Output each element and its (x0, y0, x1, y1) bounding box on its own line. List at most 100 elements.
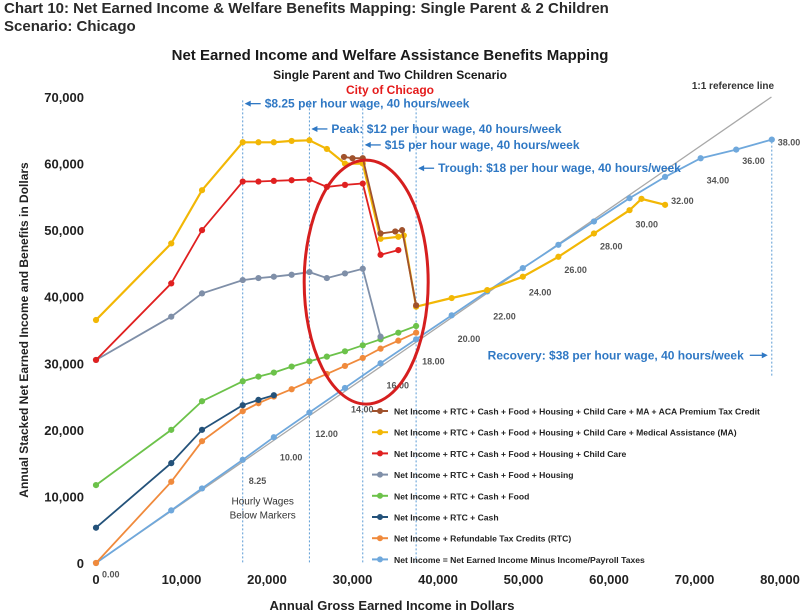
series-line (95, 331, 417, 564)
data-point (323, 353, 330, 360)
data-point (288, 137, 295, 145)
data-point (413, 302, 420, 309)
legend-entry: Net Income + RTC + Cash (394, 513, 499, 523)
data-point (198, 438, 206, 445)
data-point (306, 358, 313, 365)
wage-marker-label: 18.00 (422, 357, 445, 367)
data-point (398, 227, 406, 234)
data-point (555, 253, 562, 260)
legend-swatch-dot (377, 429, 383, 436)
chart-city-label: City of Chicago (346, 83, 434, 97)
data-point (341, 270, 349, 277)
x-tick-label: 30,000 (333, 572, 373, 587)
data-point (733, 146, 740, 153)
legend-entry: Net Income + RTC + Cash + Food + Housing (394, 470, 574, 480)
data-point (661, 201, 669, 208)
data-point (377, 360, 384, 367)
data-point (413, 329, 420, 336)
data-point (255, 396, 262, 403)
data-point (359, 342, 366, 349)
data-point (626, 195, 633, 202)
legend-swatch-dot (377, 471, 383, 478)
series-line (95, 394, 275, 529)
data-point (590, 218, 598, 225)
data-point (484, 286, 491, 294)
reference-line-label: 1:1 reference line (692, 81, 775, 92)
data-point (239, 456, 246, 463)
x-tick-label: 20,000 (247, 572, 287, 587)
wage-marker-label: 26.00 (564, 265, 587, 275)
legend-swatch-dot (377, 514, 383, 520)
annotation-label: Recovery: $38 per hour wage, 40 hours/we… (488, 348, 744, 362)
wage-marker-label: 22.00 (493, 311, 516, 321)
data-point (377, 235, 384, 242)
data-point (239, 276, 246, 284)
data-point (168, 280, 175, 287)
annotation-label: $15 per hour wage, 40 hours/week (385, 138, 580, 152)
data-point (626, 207, 633, 214)
annotation-label: $8.25 per hour wage, 40 hours/week (265, 97, 470, 111)
data-point (555, 241, 562, 248)
data-point (92, 316, 100, 324)
data-point (306, 137, 313, 144)
wage-marker-label: 38.00 (778, 138, 800, 148)
data-point (359, 354, 366, 362)
wage-marker-label: 28.00 (600, 241, 623, 251)
wage-marker-label: 24.00 (529, 287, 552, 297)
data-point (288, 363, 295, 370)
data-point (341, 384, 349, 392)
legend-entry: Net Income + RTC + Cash + Food + Housing… (394, 428, 737, 438)
chart-title: Net Earned Income and Welfare Assistance… (172, 47, 609, 64)
data-point (519, 264, 526, 272)
markers-note-line: Below Markers (230, 510, 296, 521)
y-axis-label: Annual Stacked Net Earned Income and Ben… (17, 162, 31, 498)
legend-entry: Net Income + Refundable Tax Credits (RTC… (394, 534, 571, 544)
wage-marker-label: 30.00 (636, 219, 659, 229)
chart-subtitle: Single Parent and Two Children Scenario (273, 68, 507, 82)
legend-entry: Net Income = Net Earned Income Minus Inc… (394, 555, 645, 565)
x-tick-label: 40,000 (418, 572, 458, 587)
data-point (92, 559, 100, 567)
data-point (255, 178, 262, 185)
wage-marker-label: 12.00 (315, 429, 338, 439)
data-point (448, 294, 455, 302)
data-point (239, 178, 246, 185)
data-point (306, 176, 313, 183)
data-point (359, 180, 366, 187)
data-point (448, 312, 455, 319)
y-tick-label: 60,000 (44, 157, 84, 172)
markers-note-line: Hourly Wages (232, 496, 294, 507)
data-point (198, 227, 206, 234)
data-point (288, 386, 295, 393)
data-point (306, 378, 313, 385)
legend-entry: Net Income + RTC + Cash + Food + Housing… (394, 449, 627, 459)
data-point (697, 155, 704, 162)
data-point (323, 274, 330, 282)
data-point (340, 153, 348, 161)
legend-entry: Net Income + RTC + Cash + Food (394, 491, 529, 501)
x-tick-label: 60,000 (589, 572, 629, 587)
data-point (255, 373, 262, 380)
data-point (168, 426, 175, 433)
series-line (95, 267, 382, 361)
data-point (377, 230, 384, 237)
data-point (92, 356, 100, 364)
series-line (95, 325, 417, 486)
data-point (198, 485, 206, 492)
y-tick-label: 40,000 (44, 290, 84, 305)
data-point (392, 228, 399, 235)
x-tick-label: 0 (92, 572, 99, 587)
data-point (270, 434, 277, 441)
y-tick-label: 0 (77, 556, 84, 571)
data-point (270, 392, 277, 399)
data-point (198, 187, 206, 194)
data-point (270, 177, 277, 184)
data-point (168, 313, 175, 320)
legend-swatch-dot (377, 408, 383, 414)
data-point (255, 274, 262, 282)
data-point (638, 195, 645, 202)
annotation-label: Trough: $18 per hour wage, 40 hours/week (438, 161, 681, 175)
data-point (92, 524, 100, 531)
data-point (413, 336, 420, 343)
data-point (377, 333, 384, 340)
